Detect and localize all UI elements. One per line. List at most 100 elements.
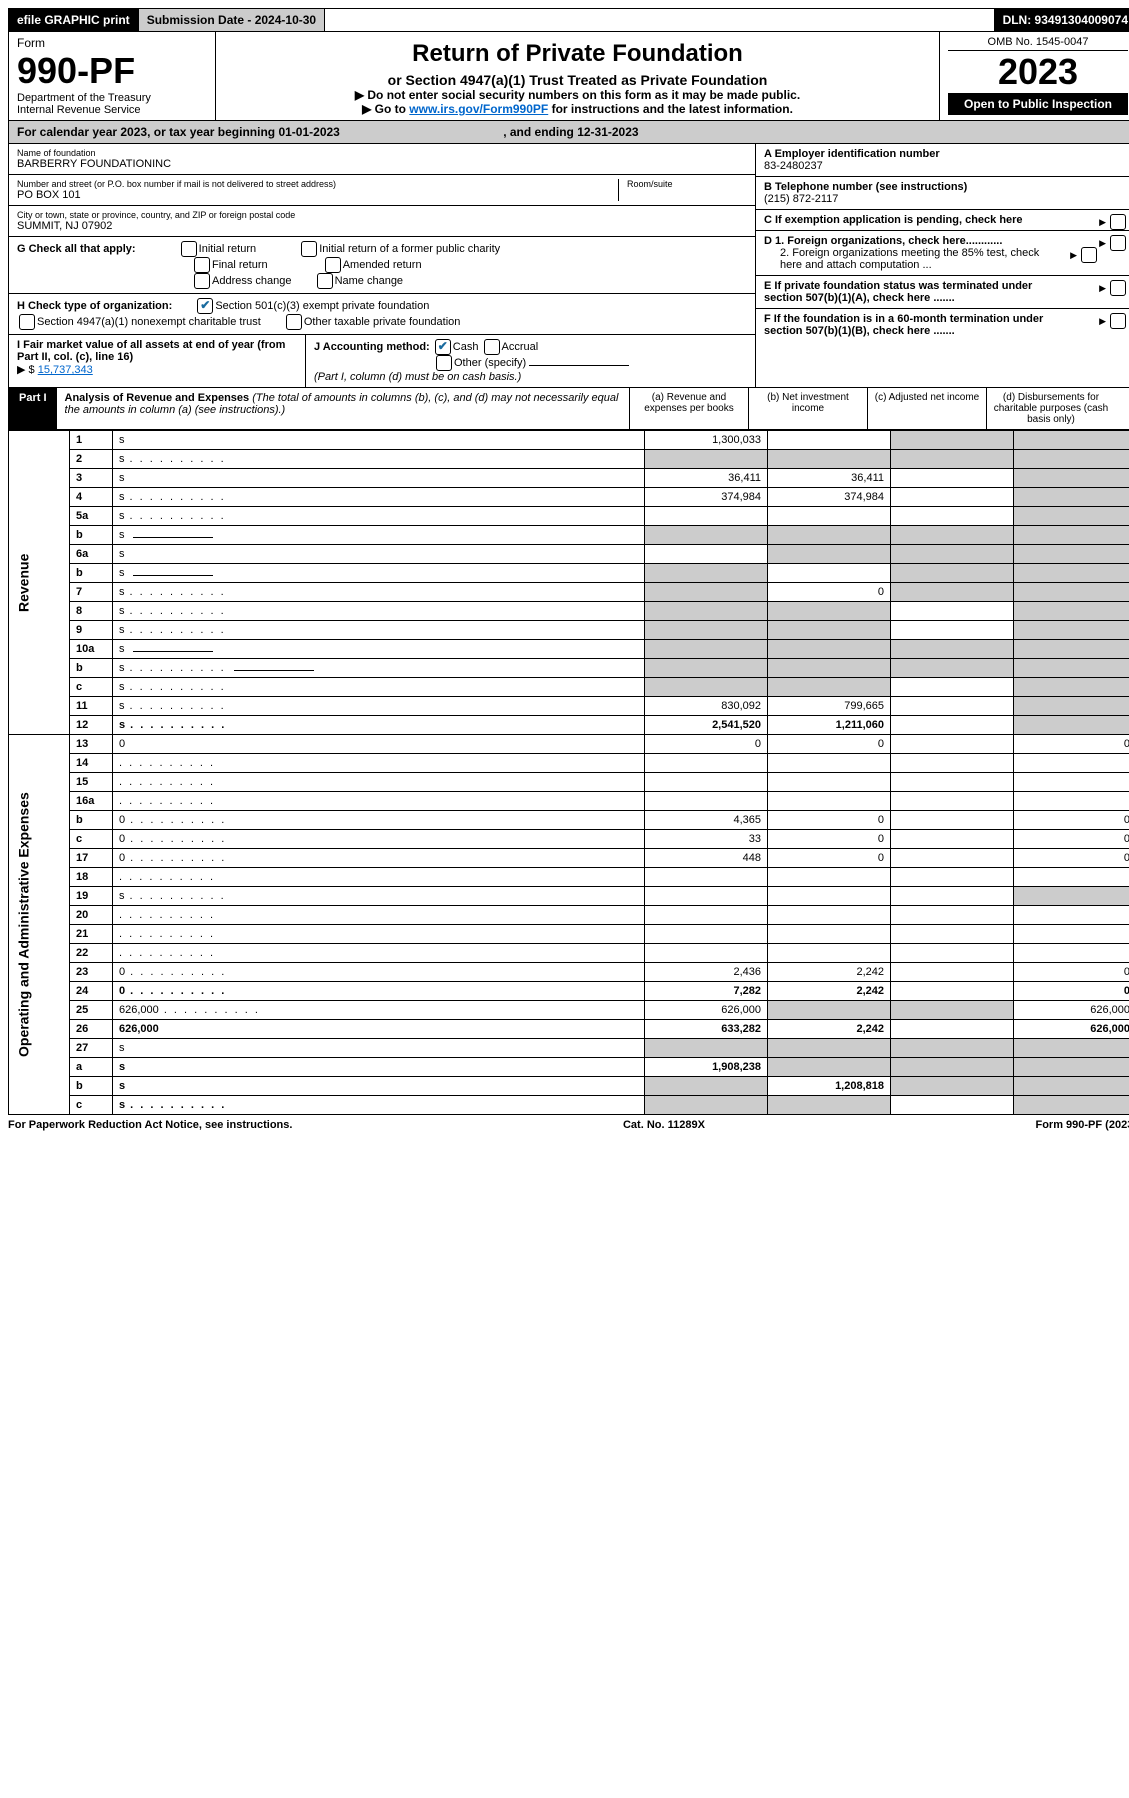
note-ssn: ▶ Do not enter social security numbers o…	[224, 88, 931, 102]
checkbox-d2[interactable]	[1081, 247, 1097, 263]
city-cell: City or town, state or province, country…	[9, 206, 755, 237]
open-public: Open to Public Inspection	[948, 93, 1128, 115]
room-label: Room/suite	[627, 179, 747, 189]
checkbox-initial[interactable]	[181, 241, 197, 257]
table-row: b04,36500	[9, 811, 1129, 830]
form-title: Return of Private Foundation	[224, 40, 931, 68]
table-row: 5as	[9, 507, 1129, 526]
col-b-head: (b) Net investment income	[748, 388, 867, 429]
table-row: bs	[9, 564, 1129, 583]
checkbox-e[interactable]	[1110, 280, 1126, 296]
checkbox-final[interactable]	[194, 257, 210, 273]
col-a-head: (a) Revenue and expenses per books	[629, 388, 748, 429]
form-number: 990-PF	[17, 50, 207, 92]
efile-label: efile GRAPHIC print	[9, 9, 139, 31]
submission-date: Submission Date - 2024-10-30	[139, 9, 325, 31]
note-link: ▶ Go to www.irs.gov/Form990PF for instru…	[224, 102, 931, 116]
section-ij: I Fair market value of all assets at end…	[9, 335, 755, 387]
spacer	[325, 9, 994, 31]
table-row: c03300	[9, 830, 1129, 849]
checkbox-other-tax[interactable]	[286, 314, 302, 330]
footer: For Paperwork Reduction Act Notice, see …	[8, 1115, 1129, 1131]
checkbox-name[interactable]	[317, 273, 333, 289]
fmv-link[interactable]: 15,737,343	[38, 364, 93, 376]
section-j: J Accounting method: Cash Accrual Other …	[306, 335, 755, 387]
main-table: Revenue1s1,300,0332s3s36,41136,4114s374,…	[8, 430, 1129, 1115]
section-c: C If exemption application is pending, c…	[756, 210, 1129, 231]
table-row: 21	[9, 925, 1129, 944]
table-row: bs	[9, 526, 1129, 545]
table-row: 26626,000633,2822,242626,000	[9, 1020, 1129, 1039]
checkbox-pending[interactable]	[1110, 214, 1126, 230]
irs-label: Internal Revenue Service	[17, 104, 207, 116]
omb-number: OMB No. 1545-0047	[948, 36, 1128, 51]
phone-value: (215) 872-2117	[764, 193, 1128, 205]
section-e: E If private foundation status was termi…	[756, 276, 1129, 309]
ein-cell: A Employer identification number 83-2480…	[756, 144, 1129, 177]
foundation-name-cell: Name of foundation BARBERRY FOUNDATIONIN…	[9, 144, 755, 175]
checkbox-4947[interactable]	[19, 314, 35, 330]
address-value: PO BOX 101	[17, 189, 618, 201]
footer-right: Form 990-PF (2023)	[1035, 1119, 1129, 1131]
table-row: 2s	[9, 450, 1129, 469]
form-subtitle: or Section 4947(a)(1) Trust Treated as P…	[224, 72, 931, 88]
section-h: H Check type of organization: Section 50…	[9, 294, 755, 335]
table-row: bs1,208,818	[9, 1077, 1129, 1096]
table-row: cs	[9, 1096, 1129, 1115]
side-label: Operating and Administrative Expenses	[9, 735, 70, 1115]
checkbox-amended[interactable]	[325, 257, 341, 273]
phone-cell: B Telephone number (see instructions) (2…	[756, 177, 1129, 210]
footer-left: For Paperwork Reduction Act Notice, see …	[8, 1119, 292, 1131]
section-d: D 1. Foreign organizations, check here..…	[756, 231, 1129, 276]
table-row: 2407,2822,2420	[9, 982, 1129, 1001]
section-i: I Fair market value of all assets at end…	[9, 335, 306, 387]
table-row: Revenue1s1,300,033	[9, 431, 1129, 450]
dept-label: Department of the Treasury	[17, 92, 207, 104]
table-row: bs	[9, 659, 1129, 678]
table-row: 27s	[9, 1039, 1129, 1058]
table-row: 15	[9, 773, 1129, 792]
checkbox-accrual[interactable]	[484, 339, 500, 355]
irs-link[interactable]: www.irs.gov/Form990PF	[409, 102, 548, 116]
table-row: 3s36,41136,411	[9, 469, 1129, 488]
calendar-year-row: For calendar year 2023, or tax year begi…	[8, 121, 1129, 144]
table-row: 20	[9, 906, 1129, 925]
table-row: as1,908,238	[9, 1058, 1129, 1077]
top-bar: efile GRAPHIC print Submission Date - 20…	[8, 8, 1129, 32]
table-row: 17044800	[9, 849, 1129, 868]
foundation-name: BARBERRY FOUNDATIONINC	[17, 158, 747, 170]
section-g: G Check all that apply: Initial return I…	[9, 237, 755, 294]
checkbox-cash[interactable]	[435, 339, 451, 355]
col-c-head: (c) Adjusted net income	[867, 388, 986, 429]
table-row: 25626,000626,000626,000	[9, 1001, 1129, 1020]
info-grid: Name of foundation BARBERRY FOUNDATIONIN…	[8, 144, 1129, 388]
table-row: 10as	[9, 640, 1129, 659]
checkbox-initial-former[interactable]	[301, 241, 317, 257]
info-left: Name of foundation BARBERRY FOUNDATIONIN…	[9, 144, 756, 387]
side-label: Revenue	[9, 431, 70, 735]
city-value: SUMMIT, NJ 07902	[17, 220, 747, 232]
form-header: Form 990-PF Department of the Treasury I…	[8, 32, 1129, 121]
table-row: 7s0	[9, 583, 1129, 602]
table-row: 9s	[9, 621, 1129, 640]
part1-desc: Analysis of Revenue and Expenses (The to…	[57, 388, 629, 429]
checkbox-address[interactable]	[194, 273, 210, 289]
header-mid: Return of Private Foundation or Section …	[216, 32, 940, 120]
table-row: 14	[9, 754, 1129, 773]
checkbox-f[interactable]	[1110, 313, 1126, 329]
table-row: 8s	[9, 602, 1129, 621]
col-d-head: (d) Disbursements for charitable purpose…	[986, 388, 1115, 429]
part1-label: Part I	[9, 388, 57, 429]
checkbox-501c3[interactable]	[197, 298, 213, 314]
table-row: 6as	[9, 545, 1129, 564]
form-label: Form	[17, 36, 207, 50]
dln: DLN: 93491304009074	[995, 9, 1129, 31]
checkbox-d1[interactable]	[1110, 235, 1126, 251]
info-right: A Employer identification number 83-2480…	[756, 144, 1129, 387]
table-row: 2302,4362,2420	[9, 963, 1129, 982]
tax-year: 2023	[948, 51, 1128, 93]
header-right: OMB No. 1545-0047 2023 Open to Public In…	[940, 32, 1129, 120]
table-row: 12s2,541,5201,211,060	[9, 716, 1129, 735]
checkbox-other-method[interactable]	[436, 355, 452, 371]
footer-mid: Cat. No. 11289X	[623, 1119, 705, 1131]
